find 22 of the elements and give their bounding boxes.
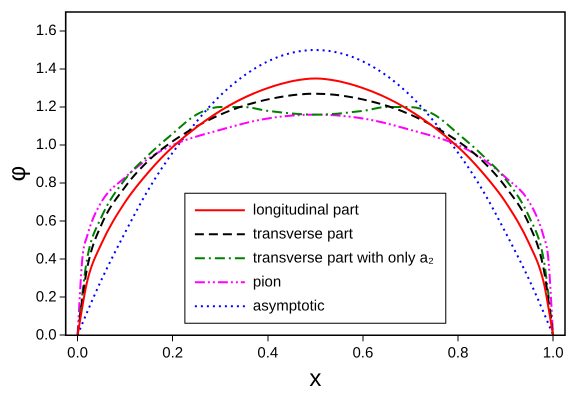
y-tick-label: 1.2 [36, 98, 57, 116]
y-tick-label: 0.6 [36, 212, 57, 230]
y-axis-title: φ [4, 166, 32, 182]
x-tick-label: 0.2 [162, 344, 184, 362]
y-tick-label: 1.0 [36, 136, 57, 154]
legend-label: transverse part [252, 225, 354, 242]
x-axis-title: x [309, 365, 322, 392]
y-tick-label: 0.2 [36, 288, 57, 306]
y-tick-label: 1.6 [36, 22, 57, 40]
y-tick-label: 0.0 [36, 326, 57, 344]
x-tick-label: 1.0 [542, 344, 564, 362]
y-tick-label: 0.4 [36, 250, 57, 268]
legend-label: longitudinal part [252, 201, 360, 218]
y-tick-label: 0.8 [36, 174, 57, 192]
x-tick-label: 0.4 [257, 344, 278, 362]
x-tick-label: 0.8 [448, 344, 468, 362]
legend-label: pion [252, 273, 282, 290]
x-tick-label: 0.6 [352, 344, 374, 362]
y-tick-label: 1.4 [36, 60, 57, 78]
legend-label: transverse part with only a₂ [252, 249, 434, 266]
legend-label: asymptotic [252, 297, 326, 314]
x-tick-label: 0.0 [67, 344, 88, 362]
